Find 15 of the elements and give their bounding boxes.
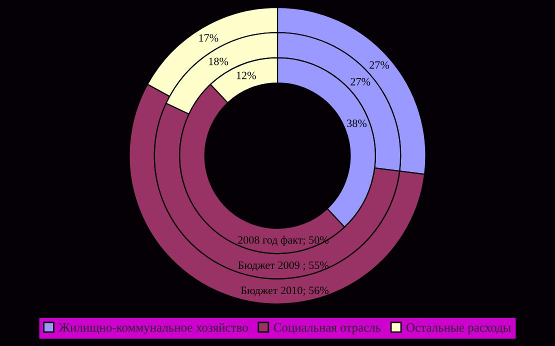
legend-label: Жилищно-коммунальное хозяйство: [58, 323, 248, 334]
data-label: 27%: [350, 78, 370, 86]
legend-label: Остальные расходы: [406, 323, 511, 334]
slice-label: Бюджет 2009: [238, 261, 300, 271]
data-label: 17%: [199, 34, 218, 42]
data-label: ; 56%: [303, 286, 329, 296]
data-label: ; 50%: [303, 236, 329, 246]
slice-label: Бюджет 2010: [240, 286, 302, 296]
data-label: 18%: [209, 58, 228, 66]
data-label: ; 55%: [303, 261, 329, 271]
data-label: 38%: [347, 120, 367, 128]
slice-label: 2008 год факт: [238, 236, 303, 246]
data-label: 12%: [236, 72, 256, 80]
data-label: 27%: [370, 61, 390, 69]
legend-label: Социальная отрасль: [274, 323, 381, 334]
